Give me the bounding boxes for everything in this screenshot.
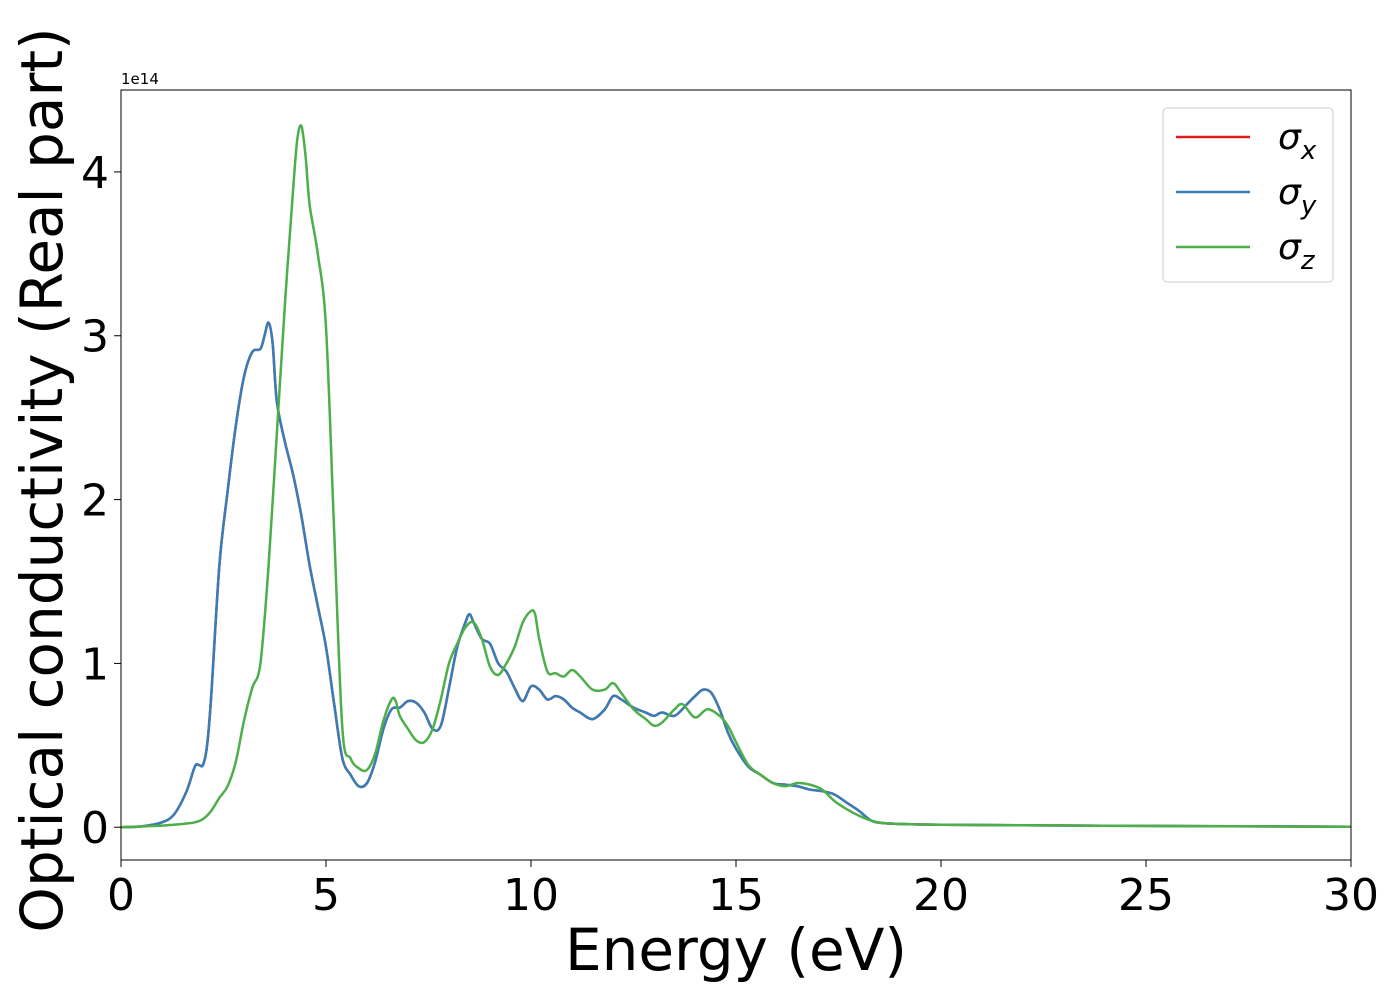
x-axis-label: Energy (eV)	[565, 916, 907, 984]
series-line-z	[120, 124, 1352, 829]
y-tick-label: 0	[81, 803, 109, 854]
series-lines	[120, 124, 1352, 829]
x-tick-label: 15	[708, 870, 764, 921]
x-tick-label: 25	[1118, 870, 1174, 921]
y-axis-label: Optical conductivity (Real part)	[8, 27, 76, 932]
x-tick-label: 5	[312, 870, 340, 921]
legend-label-z: σz	[1278, 227, 1316, 276]
series-line-y	[120, 321, 1352, 829]
y-tick-label: 1	[81, 639, 109, 690]
legend-label-y: σy	[1278, 172, 1317, 221]
legend-label-x: σx	[1278, 117, 1317, 166]
x-tick-label: 10	[503, 870, 559, 921]
y-offset-label: 1e14	[121, 70, 159, 88]
x-tick-label: 20	[913, 870, 969, 921]
x-tick-label: 0	[107, 870, 135, 921]
legend-box	[1162, 107, 1334, 283]
legend: σx σy σz	[1162, 107, 1334, 283]
y-tick-label: 3	[81, 312, 109, 363]
series-line-x	[120, 321, 1352, 829]
legend-items: σx σy σz	[1176, 117, 1317, 276]
x-tick-label: 30	[1323, 870, 1379, 921]
axis-ticks: 0 5 10 15 20 25 30 0 1 2 3 4	[81, 148, 1379, 921]
y-tick-label: 2	[81, 476, 109, 527]
y-tick-label: 4	[81, 148, 109, 199]
